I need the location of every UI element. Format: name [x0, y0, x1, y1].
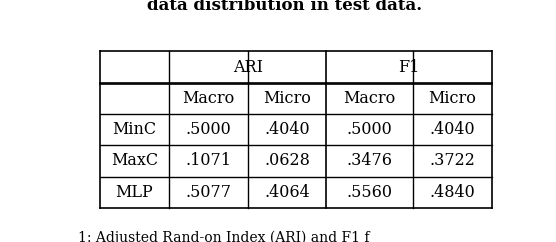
Text: 1: Adjusted Rand-on Index (ARI) and F1 f: 1: Adjusted Rand-on Index (ARI) and F1 f — [78, 230, 370, 242]
Text: MLP: MLP — [116, 184, 153, 201]
Text: Micro: Micro — [263, 90, 311, 107]
Text: ARI: ARI — [233, 59, 263, 76]
Text: .5000: .5000 — [347, 121, 393, 138]
Text: .5077: .5077 — [186, 184, 232, 201]
Text: MaxC: MaxC — [111, 152, 158, 169]
Text: .5000: .5000 — [186, 121, 231, 138]
Text: F1: F1 — [398, 59, 420, 76]
Text: Macro: Macro — [182, 90, 235, 107]
Text: MinC: MinC — [112, 121, 157, 138]
Text: .3476: .3476 — [347, 152, 393, 169]
Text: .4064: .4064 — [264, 184, 310, 201]
Text: .4040: .4040 — [430, 121, 475, 138]
Text: .0628: .0628 — [264, 152, 310, 169]
Text: data distribution in test data.: data distribution in test data. — [147, 0, 423, 14]
Text: Macro: Macro — [344, 90, 396, 107]
Text: .3722: .3722 — [430, 152, 475, 169]
Text: .5560: .5560 — [347, 184, 393, 201]
Text: .4840: .4840 — [430, 184, 475, 201]
Text: .4040: .4040 — [264, 121, 310, 138]
Text: Micro: Micro — [429, 90, 476, 107]
Text: .1071: .1071 — [186, 152, 232, 169]
